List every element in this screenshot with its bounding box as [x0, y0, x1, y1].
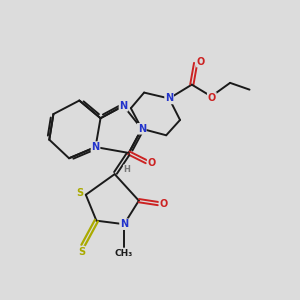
Text: N: N: [120, 219, 128, 229]
Text: O: O: [197, 57, 205, 67]
Text: O: O: [208, 93, 216, 103]
Text: N: N: [165, 94, 173, 103]
Text: N: N: [92, 142, 100, 152]
Text: CH₃: CH₃: [115, 249, 133, 258]
Text: N: N: [119, 101, 128, 111]
Text: S: S: [76, 188, 83, 198]
Text: N: N: [138, 124, 146, 134]
Text: O: O: [148, 158, 156, 168]
Text: S: S: [78, 247, 85, 256]
Text: H: H: [124, 165, 130, 174]
Text: O: O: [159, 199, 168, 208]
